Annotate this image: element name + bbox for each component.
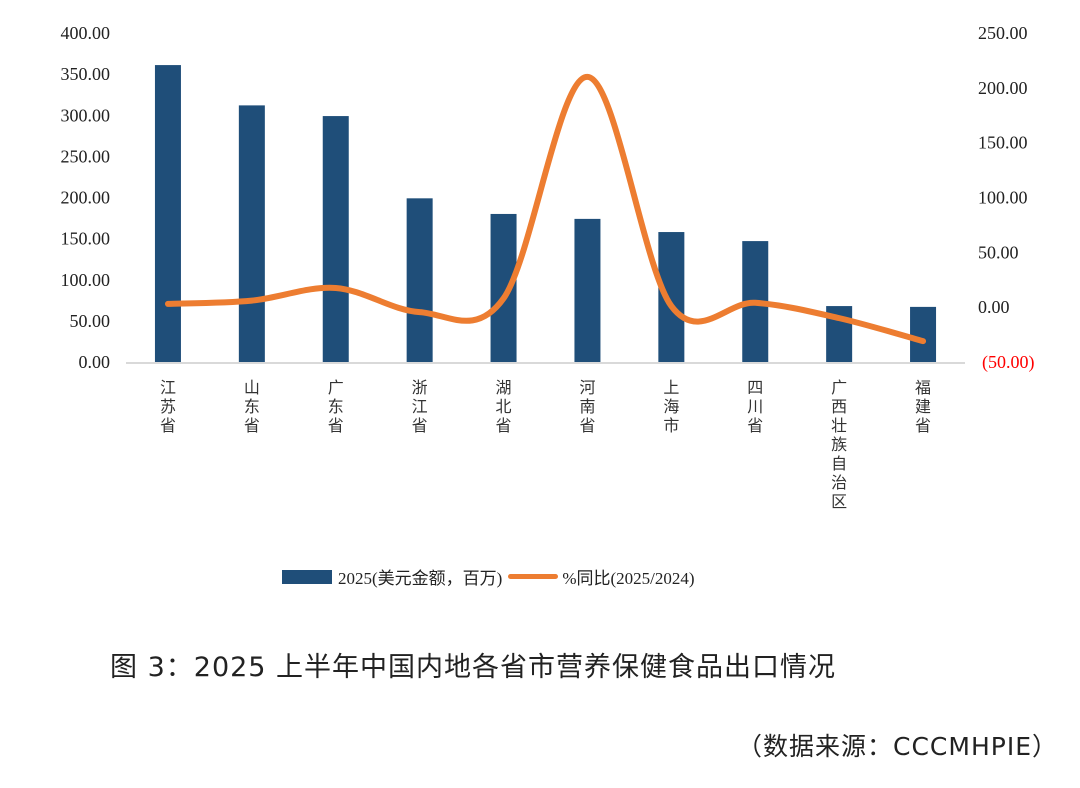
category-labels: 江苏省 山东省 广东省 浙江省 湖北省 河南省 上海市 四川省 广西壮族自治区 福建省 [160,378,931,511]
figure-caption: 图 3：2025 上半年中国内地各省市营养保健食品出口情况 [110,652,837,683]
left-tick-label: 250.00 [61,146,111,166]
data-source: （数据来源：CCCMHPIE） [737,732,1058,761]
bar [238,105,265,362]
category-label: 河南省 [579,378,595,435]
right-tick-label: 50.00 [978,242,1019,262]
bar [910,306,937,362]
right-tick-label: (50.00) [982,352,1035,373]
category-label: 浙江省 [412,378,428,435]
bar [406,198,433,362]
left-tick-label: 200.00 [61,188,111,208]
legend-bar-swatch [282,569,332,584]
bar [574,218,601,362]
category-label: 湖北省 [496,378,512,435]
right-tick-label: 200.00 [978,78,1028,98]
yoy-line [164,73,927,345]
category-label: 广西壮族自治区 [831,378,847,511]
category-label: 山东省 [244,378,260,435]
category-label: 广东省 [328,378,344,435]
category-label: 上海市 [663,378,679,435]
bar [322,116,349,362]
left-axis-ticks: 0.00 50.00 100.00 150.00 200.00 250.00 300.00 3… [61,23,111,372]
category-label: 福建省 [915,378,931,435]
legend-bar-label: 2025(美元金额，百万) [338,569,503,588]
legend: 2025(美元金额，百万) %同比(2025/2024) [282,564,695,589]
left-tick-label: 350.00 [61,64,111,84]
right-tick-label: 150.00 [978,133,1028,153]
left-tick-label: 0.00 [79,352,111,372]
left-tick-label: 300.00 [61,105,111,125]
bar [658,232,685,362]
chart: 0.00 50.00 100.00 150.00 200.00 250.00 300.00 3… [61,23,1035,511]
category-label: 四川省 [747,378,763,435]
right-tick-label: 100.00 [978,188,1028,208]
bar [154,65,181,362]
right-tick-label: 250.00 [978,23,1028,43]
category-label: 江苏省 [160,378,176,435]
legend-line-label: %同比(2025/2024) [562,569,695,588]
right-axis-ticks: (50.00) 0.00 50.00 100.00 150.00 200.00 250.00 [978,23,1035,373]
bar-series [154,65,937,362]
right-tick-label: 0.00 [978,297,1010,317]
left-tick-label: 100.00 [61,270,111,290]
left-tick-label: 400.00 [61,23,111,43]
left-tick-label: 150.00 [61,229,111,249]
left-tick-label: 50.00 [70,311,111,331]
legend-line-swatch [508,574,559,579]
